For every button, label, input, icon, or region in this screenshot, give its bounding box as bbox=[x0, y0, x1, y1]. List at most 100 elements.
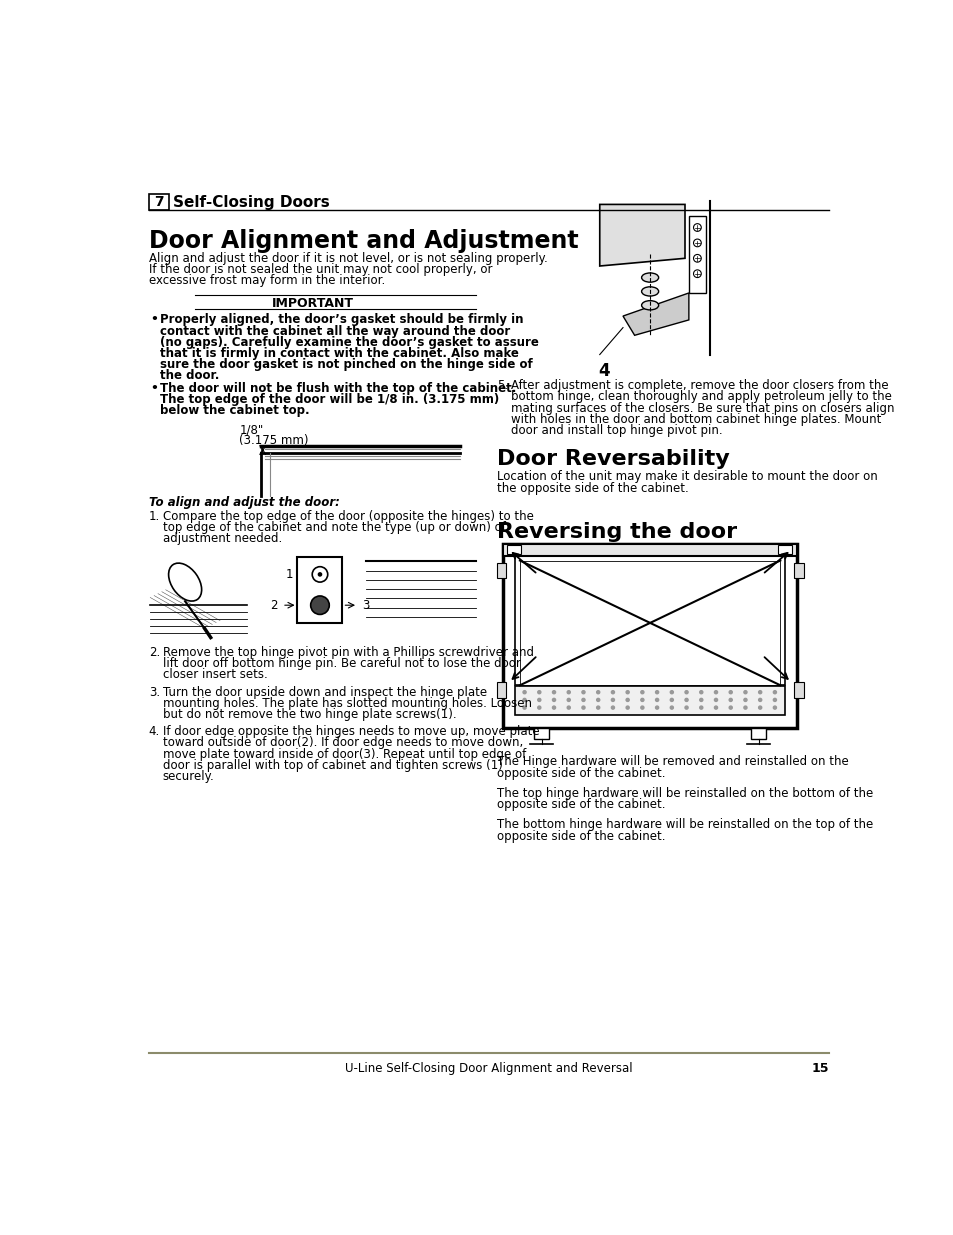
Text: adjustment needed.: adjustment needed. bbox=[162, 532, 281, 546]
Text: below the cabinet top.: below the cabinet top. bbox=[159, 404, 309, 417]
Circle shape bbox=[699, 690, 702, 694]
Circle shape bbox=[552, 706, 555, 709]
Circle shape bbox=[773, 706, 776, 709]
Circle shape bbox=[522, 698, 525, 701]
Circle shape bbox=[311, 597, 329, 615]
Circle shape bbox=[317, 572, 322, 577]
Text: 1.: 1. bbox=[149, 510, 160, 524]
Text: 4.: 4. bbox=[149, 725, 160, 739]
Circle shape bbox=[640, 698, 643, 701]
Text: with holes in the door and bottom cabinet hinge plates. Mount: with holes in the door and bottom cabine… bbox=[510, 412, 880, 426]
Text: The Hinge hardware will be removed and reinstalled on the: The Hinge hardware will be removed and r… bbox=[497, 756, 847, 768]
Text: Location of the unit may make it desirable to mount the door on: Location of the unit may make it desirab… bbox=[497, 471, 877, 483]
Circle shape bbox=[684, 698, 687, 701]
Circle shape bbox=[537, 706, 540, 709]
Text: that it is firmly in contact with the cabinet. Also make: that it is firmly in contact with the ca… bbox=[159, 347, 517, 359]
Text: mating surfaces of the closers. Be sure that pins on closers align: mating surfaces of the closers. Be sure … bbox=[510, 401, 893, 415]
Text: Remove the top hinge pivot pin with a Phillips screwdriver and: Remove the top hinge pivot pin with a Ph… bbox=[162, 646, 533, 659]
Circle shape bbox=[670, 706, 673, 709]
Text: (no gaps). Carefully examine the door’s gasket to assure: (no gaps). Carefully examine the door’s … bbox=[159, 336, 537, 348]
Text: 5.: 5. bbox=[497, 379, 507, 393]
Ellipse shape bbox=[641, 287, 658, 296]
Circle shape bbox=[728, 690, 732, 694]
Circle shape bbox=[537, 690, 540, 694]
Text: 1/8": 1/8" bbox=[239, 424, 263, 436]
Circle shape bbox=[699, 706, 702, 709]
Circle shape bbox=[567, 698, 570, 701]
Text: The door will not be flush with the top of the cabinet.: The door will not be flush with the top … bbox=[159, 382, 516, 395]
Text: door is parallel with top of cabinet and tighten screws (1): door is parallel with top of cabinet and… bbox=[162, 758, 502, 772]
Circle shape bbox=[640, 690, 643, 694]
Text: Reversing the door: Reversing the door bbox=[497, 522, 736, 542]
Circle shape bbox=[655, 706, 658, 709]
Text: 3.: 3. bbox=[149, 685, 160, 699]
Circle shape bbox=[743, 698, 746, 701]
Text: Self-Closing Doors: Self-Closing Doors bbox=[173, 195, 330, 210]
Bar bbox=[778, 545, 791, 553]
Text: mounting holes. The plate has slotted mounting holes. Loosen: mounting holes. The plate has slotted mo… bbox=[162, 697, 531, 710]
Text: securely.: securely. bbox=[162, 769, 214, 783]
Text: The top edge of the door will be 1/8 in. (3.175 mm): The top edge of the door will be 1/8 in.… bbox=[159, 393, 498, 406]
Ellipse shape bbox=[169, 563, 201, 601]
Text: The top hinge hardware will be reinstalled on the bottom of the: The top hinge hardware will be reinstall… bbox=[497, 787, 872, 800]
Bar bbox=[497, 682, 505, 698]
Polygon shape bbox=[622, 293, 688, 336]
Bar bbox=[750, 729, 765, 740]
Text: excessive frost may form in the interior.: excessive frost may form in the interior… bbox=[149, 274, 385, 288]
Circle shape bbox=[596, 706, 599, 709]
Circle shape bbox=[625, 706, 629, 709]
Bar bbox=[515, 556, 784, 685]
Text: opposite side of the cabinet.: opposite side of the cabinet. bbox=[497, 767, 664, 779]
Text: door and install top hinge pivot pin.: door and install top hinge pivot pin. bbox=[510, 424, 721, 437]
Text: opposite side of the cabinet.: opposite side of the cabinet. bbox=[497, 830, 664, 842]
Circle shape bbox=[684, 706, 687, 709]
Text: IMPORTANT: IMPORTANT bbox=[272, 298, 354, 310]
Circle shape bbox=[773, 690, 776, 694]
Circle shape bbox=[640, 706, 643, 709]
Text: Door Reversability: Door Reversability bbox=[497, 448, 729, 469]
Circle shape bbox=[596, 690, 599, 694]
Circle shape bbox=[522, 706, 525, 709]
Text: lift door off bottom hinge pin. Be careful not to lose the door: lift door off bottom hinge pin. Be caref… bbox=[162, 657, 520, 671]
Circle shape bbox=[581, 698, 584, 701]
Text: bottom hinge, clean thoroughly and apply petroleum jelly to the: bottom hinge, clean thoroughly and apply… bbox=[510, 390, 890, 404]
Text: 4: 4 bbox=[598, 362, 609, 380]
Bar bbox=[502, 543, 797, 729]
Circle shape bbox=[611, 706, 614, 709]
Circle shape bbox=[684, 690, 687, 694]
Bar bbox=[497, 563, 505, 578]
Circle shape bbox=[625, 690, 629, 694]
Text: Door Alignment and Adjustment: Door Alignment and Adjustment bbox=[149, 228, 578, 253]
Circle shape bbox=[625, 698, 629, 701]
Text: Turn the door upside down and inspect the hinge plate: Turn the door upside down and inspect th… bbox=[162, 685, 486, 699]
Circle shape bbox=[773, 698, 776, 701]
Circle shape bbox=[655, 698, 658, 701]
Bar bbox=[506, 545, 520, 553]
Bar bbox=[534, 729, 549, 740]
Text: closer insert sets.: closer insert sets. bbox=[162, 668, 267, 682]
Circle shape bbox=[670, 690, 673, 694]
Text: 2: 2 bbox=[271, 599, 278, 611]
Circle shape bbox=[758, 690, 760, 694]
Text: •: • bbox=[150, 314, 158, 326]
Polygon shape bbox=[599, 205, 684, 266]
Circle shape bbox=[611, 698, 614, 701]
Circle shape bbox=[728, 706, 732, 709]
Text: Properly aligned, the door’s gasket should be firmly in: Properly aligned, the door’s gasket shou… bbox=[159, 314, 522, 326]
Text: 2.: 2. bbox=[149, 646, 160, 659]
Text: move plate toward inside of door(3). Repeat until top edge of: move plate toward inside of door(3). Rep… bbox=[162, 747, 525, 761]
Circle shape bbox=[728, 698, 732, 701]
Text: Align and adjust the door if it is not level, or is not sealing properly.: Align and adjust the door if it is not l… bbox=[149, 252, 547, 266]
Circle shape bbox=[581, 706, 584, 709]
Text: 1: 1 bbox=[286, 568, 294, 580]
Ellipse shape bbox=[641, 300, 658, 310]
Text: the opposite side of the cabinet.: the opposite side of the cabinet. bbox=[497, 482, 688, 494]
Text: To align and adjust the door:: To align and adjust the door: bbox=[149, 496, 339, 509]
Text: opposite side of the cabinet.: opposite side of the cabinet. bbox=[497, 798, 664, 811]
Text: 3: 3 bbox=[361, 599, 369, 611]
Text: (3.175 mm): (3.175 mm) bbox=[239, 433, 309, 447]
Circle shape bbox=[699, 698, 702, 701]
Text: top edge of the cabinet and note the type (up or down) of: top edge of the cabinet and note the typ… bbox=[162, 521, 505, 535]
Text: U-Line Self-Closing Door Alignment and Reversal: U-Line Self-Closing Door Alignment and R… bbox=[345, 1062, 632, 1076]
Circle shape bbox=[743, 690, 746, 694]
